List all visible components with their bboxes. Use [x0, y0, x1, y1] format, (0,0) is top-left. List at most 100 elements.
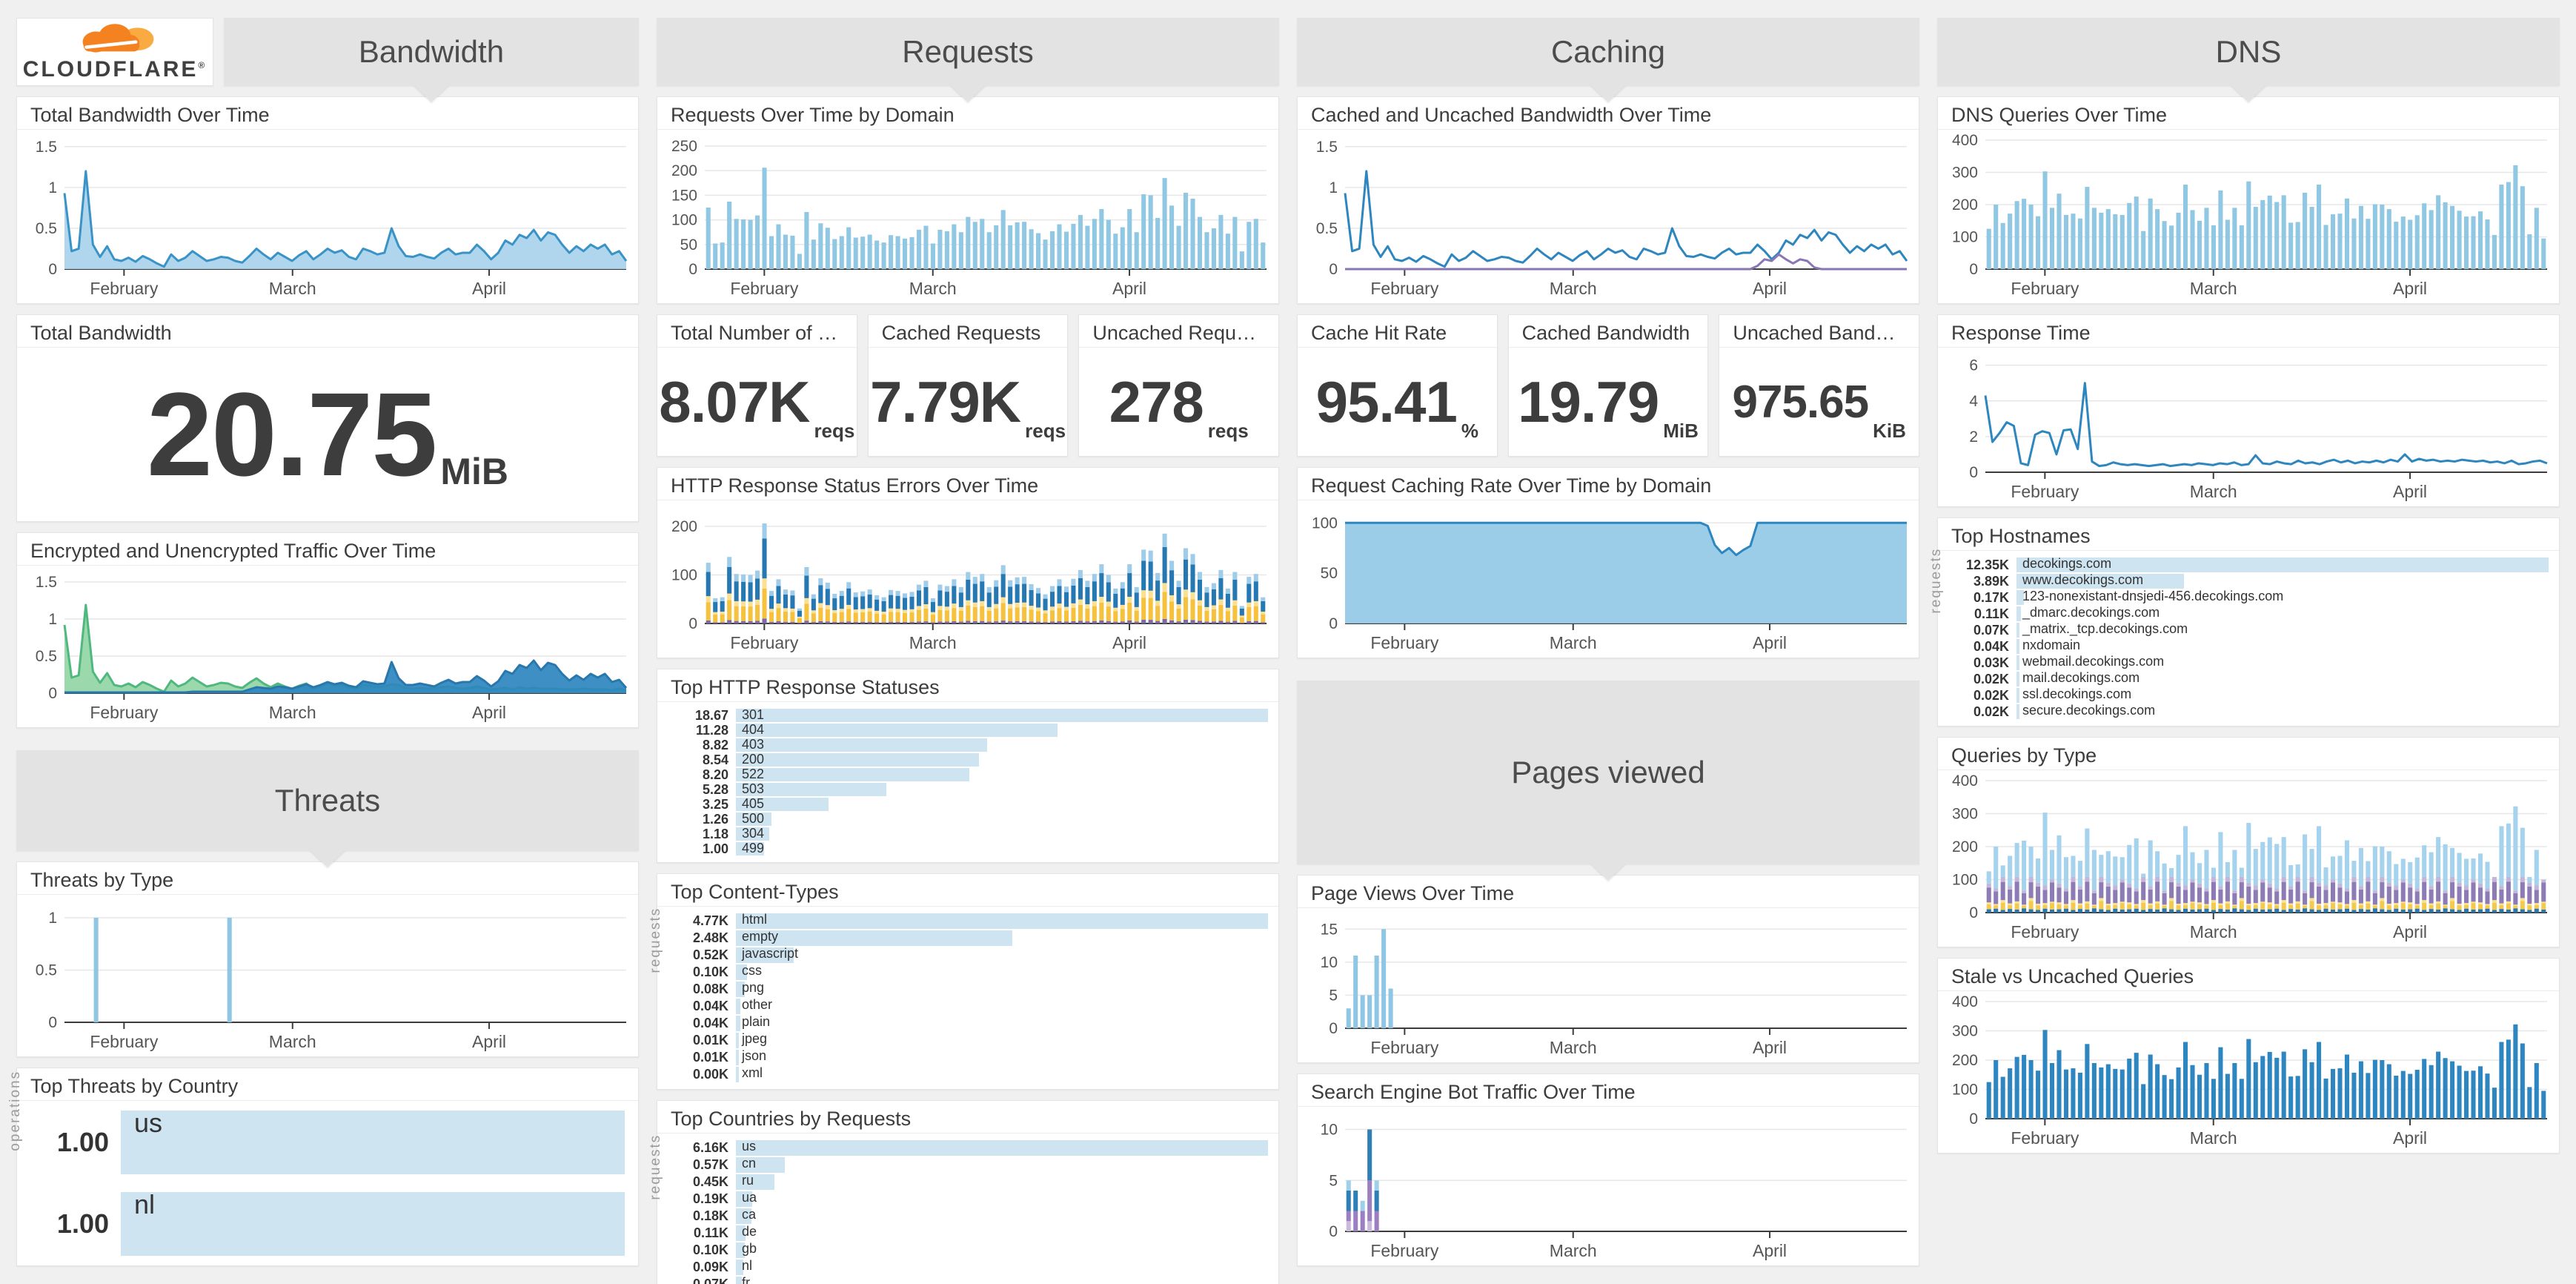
list-item: 1.26 500	[683, 812, 1268, 827]
total-bandwidth-area-chart[interactable]: 0 0.5 1 1.5 February March April	[17, 130, 638, 303]
panel-top-hostnames: Top Hostnames requests 12.35K decokings.co…	[1928, 517, 2560, 727]
list-item-value: 3.89K	[1973, 573, 2009, 589]
svg-text:1: 1	[48, 179, 57, 196]
list-item-label: us	[134, 1108, 163, 1138]
panel-title[interactable]: Requests Over Time by Domain	[657, 97, 1278, 130]
list-item: 0.04K plain	[683, 1015, 1268, 1032]
stat-uncached-bandwidth: 975.65 KiB	[1719, 348, 1919, 456]
list-item-label: xml	[742, 1065, 763, 1080]
cached-uncached-line-chart[interactable]: 0 0.5 1 1.5 February March April	[1298, 130, 1919, 303]
panel-title[interactable]: Cache Hit Rate	[1298, 315, 1497, 348]
list-item-value: 2.48K	[692, 930, 728, 945]
svg-text:April: April	[2393, 922, 2427, 942]
caching-rate-area-chart[interactable]: 0 50 100 February March April	[1298, 500, 1919, 658]
panel-title[interactable]: Top HTTP Response Statuses	[657, 669, 1278, 702]
panel-cache-hit-rate: Cache Hit Rate 95.41 %	[1297, 314, 1498, 457]
stat-unit: reqs	[1025, 420, 1066, 442]
list-item: 8.54 200	[683, 752, 1268, 767]
panel-title[interactable]: Queries by Type	[1938, 738, 2559, 770]
encrypted-unencrypted-area-chart[interactable]: 0 0.5 1 1.5 February March April	[17, 566, 638, 727]
panel-title[interactable]: Total Bandwidth	[17, 315, 638, 348]
http-errors-stacked-bar-chart[interactable]: 0 100 200 February March April	[657, 500, 1278, 658]
response-time-line-chart[interactable]: 0 2 4 6 February March April	[1938, 348, 2559, 506]
svg-text:400: 400	[1952, 772, 1978, 790]
list-item-value: 0.17K	[1973, 589, 2009, 605]
panel-title[interactable]: Cached Requests	[868, 315, 1068, 348]
svg-text:April: April	[472, 703, 506, 722]
stat-uncached-requests: 278 reqs	[1079, 348, 1278, 456]
list-item-label: 499	[742, 841, 765, 856]
panel-title[interactable]: Top Hostnames	[1938, 518, 2559, 551]
list-item: 0.07K _matrix._tcp.decokings.com	[1963, 622, 2549, 638]
panel-encrypted-traffic: Encrypted and Unencrypted Traffic Over T…	[16, 532, 639, 728]
column-caching: Caching Cached and Uncached Bandwidth Ov…	[1297, 18, 1920, 1266]
section-header-threats[interactable]: Threats	[16, 750, 639, 851]
bot-traffic-stacked-bar-chart[interactable]: 0 5 10 February March April	[1298, 1107, 1919, 1265]
stale-uncached-bar-chart[interactable]: 0 100 200 300 400 February March April	[1938, 991, 2559, 1153]
panel-title[interactable]: Request Caching Rate Over Time by Domain	[1298, 468, 1919, 500]
list-item-label: other	[742, 997, 773, 1012]
list-item-bar	[736, 798, 829, 811]
list-item-label: 500	[742, 811, 765, 826]
panel-title[interactable]: Search Engine Bot Traffic Over Time	[1298, 1074, 1919, 1107]
section-header-dns[interactable]: DNS	[1937, 18, 2560, 86]
svg-text:4: 4	[1969, 393, 1978, 410]
panel-title[interactable]: Top Content-Types	[657, 874, 1278, 907]
dns-queries-bar-chart[interactable]: 0 100 200 300 400 February March April	[1938, 130, 2559, 303]
panel-title[interactable]: Cached and Uncached Bandwidth Over Time	[1298, 97, 1919, 130]
panel-title[interactable]: Threats by Type	[17, 862, 638, 895]
list-item: 6.16K us	[683, 1139, 1268, 1156]
list-item: 0.18K ca	[683, 1208, 1268, 1225]
svg-text:200: 200	[1952, 196, 1978, 214]
panel-title[interactable]: Cached Bandwidth	[1508, 315, 1708, 348]
section-header-caching[interactable]: Caching	[1297, 18, 1919, 86]
svg-text:February: February	[2011, 922, 2079, 942]
list-item-bar	[2016, 655, 2020, 670]
section-header-pages-viewed[interactable]: Pages viewed	[1297, 681, 1919, 864]
panel-title[interactable]: Response Time	[1938, 315, 2559, 348]
panel-title[interactable]: DNS Queries Over Time	[1938, 97, 2559, 130]
panel-title[interactable]: Page Views Over Time	[1298, 876, 1919, 908]
panel-title[interactable]: Uncached Requests	[1079, 315, 1279, 348]
svg-text:April: April	[2393, 482, 2427, 501]
svg-text:2: 2	[1969, 428, 1978, 446]
svg-text:100: 100	[671, 212, 697, 229]
list-item-label: ssl.decokings.com	[2022, 686, 2132, 701]
svg-text:April: April	[1112, 279, 1146, 298]
list-item: 0.04K nxdomain	[1963, 638, 2549, 655]
panel-title[interactable]: Encrypted and Unencrypted Traffic Over T…	[17, 533, 638, 566]
queries-by-type-stacked-bar-chart[interactable]: 0 100 200 300 400 February March April	[1938, 770, 2559, 947]
svg-text:April: April	[1753, 633, 1787, 652]
panel-title[interactable]: Top Threats by Country	[17, 1068, 638, 1101]
page-views-bar-chart[interactable]: 0 5 10 15 February March April	[1298, 908, 1919, 1062]
list-item-label: empty	[742, 929, 779, 944]
section-header-bandwidth[interactable]: Bandwidth	[224, 18, 639, 86]
list-item-label: gb	[742, 1241, 757, 1256]
panel-title[interactable]: Total Number of Re…	[657, 315, 857, 348]
panel-page-views: Page Views Over Time 0 5 10 15 February March…	[1297, 875, 1919, 1063]
list-item: 3.89K www.decokings.com	[1963, 573, 2549, 589]
panel-title[interactable]: HTTP Response Status Errors Over Time	[657, 468, 1278, 500]
requests-stats-row: Total Number of Re… 8.07K reqs Cached Re…	[657, 314, 1280, 457]
stat-unit: MiB	[440, 451, 509, 492]
section-header-requests[interactable]: Requests	[657, 18, 1279, 86]
list-item-value: 1.00	[56, 1127, 109, 1157]
list-item-bar	[736, 1033, 740, 1048]
threats-by-type-bar-chart[interactable]: 0 0.5 1 February March April	[17, 895, 638, 1056]
list-item: 5.28 503	[683, 782, 1268, 797]
list-item: 0.08K png	[683, 981, 1268, 998]
list-item-label: 405	[742, 796, 765, 811]
svg-text:0: 0	[1329, 261, 1338, 278]
list-item: 0.02K ssl.decokings.com	[1963, 687, 2549, 704]
panel-title[interactable]: Stale vs Uncached Queries	[1938, 959, 2559, 991]
panel-title[interactable]: Uncached Band…	[1719, 315, 1919, 348]
list-item: 1.00 nl	[50, 1191, 625, 1257]
list-item-value: 0.11K	[693, 1225, 728, 1240]
panel-requests-over-time: Requests Over Time by Domain 0 50 100 150 20…	[657, 96, 1279, 304]
panel-title[interactable]: Top Countries by Requests	[657, 1101, 1278, 1134]
list-item-bar	[2016, 704, 2020, 719]
svg-text:March: March	[1550, 279, 1597, 298]
requests-over-time-bar-chart[interactable]: 0 50 100 150 200 250 February March April	[657, 130, 1278, 303]
panel-title[interactable]: Total Bandwidth Over Time	[17, 97, 638, 130]
